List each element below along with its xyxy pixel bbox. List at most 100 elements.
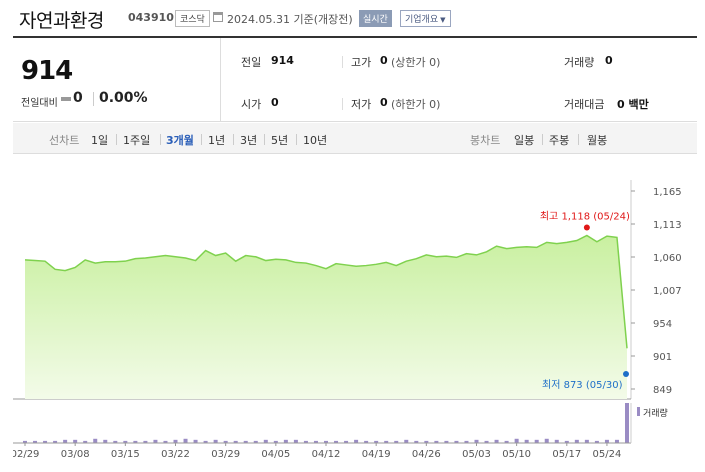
candle-daily[interactable]: 일봉 xyxy=(514,134,535,147)
volume-bar xyxy=(444,440,449,443)
period-10y[interactable]: 10년 xyxy=(303,134,328,147)
change-value: 0 xyxy=(73,90,83,106)
volume-bar xyxy=(384,440,389,443)
reference-date: 2024.05.31 기준(개장전) xyxy=(227,11,353,27)
volume-bar xyxy=(293,439,298,443)
candle-weekly[interactable]: 주봉 xyxy=(549,134,570,147)
upper-limit: (상한가 0) xyxy=(391,56,441,69)
volume-bar xyxy=(324,440,328,443)
line-chart-label: 선차트 xyxy=(49,134,80,147)
date-value: 2024.05.31 xyxy=(227,13,290,26)
volume-bar xyxy=(625,403,629,443)
volume-bar xyxy=(424,440,429,443)
volume-bar xyxy=(374,440,379,443)
x-tick-label: 05/10 xyxy=(502,449,531,460)
volume-bar xyxy=(313,440,318,443)
stock-code: 043910 xyxy=(128,11,174,24)
y-tick-label: 1,165 xyxy=(653,187,682,198)
volume-bar xyxy=(404,439,409,443)
prev-close-label: 전일 xyxy=(241,56,262,69)
x-tick-label: 04/19 xyxy=(362,449,391,460)
stock-name: 자연과환경 xyxy=(19,10,104,32)
volume-bar xyxy=(544,438,549,443)
change-percent: 0.00% xyxy=(99,90,148,106)
company-overview-label: 기업개요 xyxy=(405,15,439,25)
y-tick-label: 849 xyxy=(653,385,672,396)
volume-bar xyxy=(303,440,308,443)
x-tick-label: 03/22 xyxy=(161,449,190,460)
open-value: 0 xyxy=(271,96,279,109)
price-chart[interactable]: 1,165 1,113 1,060 1,007 954 901 849 최고 1,118 (0… xyxy=(11,165,697,465)
divider xyxy=(542,134,543,145)
calendar-icon xyxy=(213,12,223,22)
divider xyxy=(233,134,234,145)
volume-bar xyxy=(143,440,148,443)
volume-bar xyxy=(394,440,399,443)
x-tick-label: 05/03 xyxy=(462,449,491,460)
price-line xyxy=(24,234,628,349)
volume-bar xyxy=(494,439,499,443)
no-change-icon xyxy=(61,97,71,101)
volume-bar xyxy=(253,440,258,443)
volume-bar xyxy=(414,440,419,443)
volume-bar xyxy=(193,439,198,443)
period-5y[interactable]: 5년 xyxy=(271,134,289,147)
volume-bar xyxy=(243,440,248,443)
x-tick-label: 03/29 xyxy=(211,449,240,460)
volume-bar xyxy=(213,439,218,443)
price-summary: 914 전일대비 0 0.00% 전일 914 고가 0 (상한가 0) 거래량… xyxy=(13,36,697,122)
volume-bar xyxy=(434,440,439,443)
company-overview-button[interactable]: 기업개요 ▼ xyxy=(400,10,451,27)
divider xyxy=(93,92,94,106)
volume-bar xyxy=(283,439,288,443)
realtime-button[interactable]: 실시간 xyxy=(359,10,392,27)
low-label: 저가 xyxy=(351,98,372,111)
y-tick-label: 1,060 xyxy=(653,253,682,264)
volume-bar xyxy=(534,439,539,443)
high-annotation: 최고 1,118 (05/24) xyxy=(540,210,630,222)
period-3m[interactable]: 3개월 xyxy=(166,134,194,147)
x-tick-label: 04/12 xyxy=(312,449,341,460)
volume-bar xyxy=(364,440,369,443)
volume-bar xyxy=(123,440,128,443)
volume-bar xyxy=(203,440,208,443)
change-label: 전일대비 xyxy=(21,98,58,109)
divider xyxy=(342,98,343,110)
volume-bar xyxy=(484,440,489,443)
volume-bar xyxy=(103,439,108,443)
y-tick-label: 954 xyxy=(653,319,672,330)
volume-bar xyxy=(173,439,178,443)
x-tick-label: 03/08 xyxy=(61,449,90,460)
volume-bar xyxy=(113,440,118,443)
period-1d[interactable]: 1일 xyxy=(91,134,109,147)
candle-monthly[interactable]: 월봉 xyxy=(587,134,608,147)
period-1w[interactable]: 1주일 xyxy=(123,134,151,147)
x-tick-label: 03/15 xyxy=(111,449,140,460)
volume-bar xyxy=(504,440,509,443)
low-annotation: 최저 873 (05/30) xyxy=(542,379,623,391)
volume-bar xyxy=(514,438,519,443)
volume-legend-swatch xyxy=(637,407,640,416)
volume-bar xyxy=(604,439,609,443)
volume-bar xyxy=(53,440,58,443)
period-1y[interactable]: 1년 xyxy=(208,134,226,147)
current-price-box: 914 전일대비 0 0.00% xyxy=(13,38,221,122)
volume-bar xyxy=(133,440,138,443)
x-tick-label: 05/17 xyxy=(552,449,581,460)
chevron-down-icon: ▼ xyxy=(440,16,446,24)
current-price: 914 xyxy=(21,56,73,86)
volume-bar xyxy=(183,438,188,443)
volume-value: 0 xyxy=(605,54,613,67)
y-tick-label: 901 xyxy=(653,352,672,363)
low-value: 0 xyxy=(380,96,388,109)
high-marker xyxy=(583,224,590,231)
volume-bar xyxy=(233,440,238,443)
high-value: 0 xyxy=(380,54,388,67)
period-3y[interactable]: 3년 xyxy=(240,134,258,147)
volume-bar xyxy=(33,440,38,443)
volume-bar xyxy=(344,440,349,443)
x-tick-label: 04/26 xyxy=(412,449,441,460)
y-tick-label: 1,113 xyxy=(653,220,682,231)
open-label: 시가 xyxy=(241,98,262,111)
divider xyxy=(296,134,297,145)
